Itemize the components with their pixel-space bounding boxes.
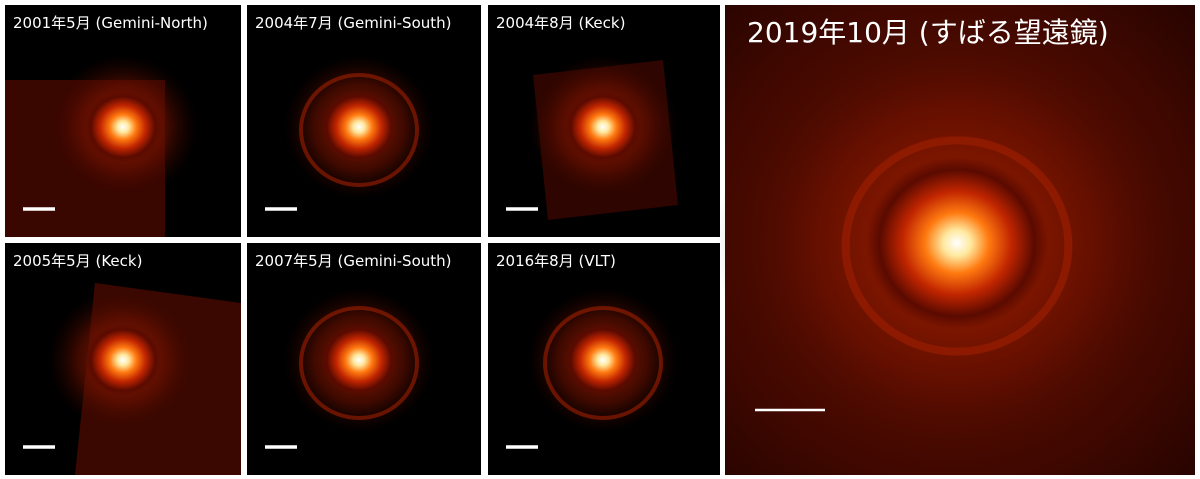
nebula-core — [321, 91, 397, 163]
nebula-core — [85, 324, 161, 396]
image-panel: 2004年7月 (Gemini-South) — [247, 5, 481, 237]
nebula-core — [565, 91, 641, 163]
nebula-ring — [299, 73, 419, 187]
image-panel: 2019年10月 (すばる望遠鏡) — [717, 5, 1197, 475]
nebula-ring — [299, 306, 419, 420]
image-panel: 2016年8月 (VLT) — [488, 243, 720, 475]
panel-label: 2001年5月 (Gemini-North) — [13, 14, 208, 32]
panel-label: 2004年7月 (Gemini-South) — [255, 14, 452, 32]
panel-label: 2019年10月 (すばる望遠鏡) — [747, 16, 1109, 49]
image-panel: 2005年5月 (Keck) — [5, 243, 241, 475]
nebula-ring — [543, 306, 663, 420]
nebula-core — [565, 324, 641, 396]
image-panel: 2004年8月 (Keck) — [488, 5, 720, 237]
panel-label: 2004年8月 (Keck) — [496, 14, 625, 32]
panel-label: 2016年8月 (VLT) — [496, 252, 616, 270]
nebula-core — [85, 91, 161, 163]
image-panel: 2001年5月 (Gemini-North) — [5, 5, 241, 237]
panel-label: 2005年5月 (Keck) — [13, 252, 142, 270]
image-panel: 2007年5月 (Gemini-South) — [247, 243, 481, 475]
nebula-core — [865, 156, 1049, 330]
nebula-ring — [841, 136, 1073, 356]
nebula-core — [321, 324, 397, 396]
panel-label: 2007年5月 (Gemini-South) — [255, 252, 452, 270]
